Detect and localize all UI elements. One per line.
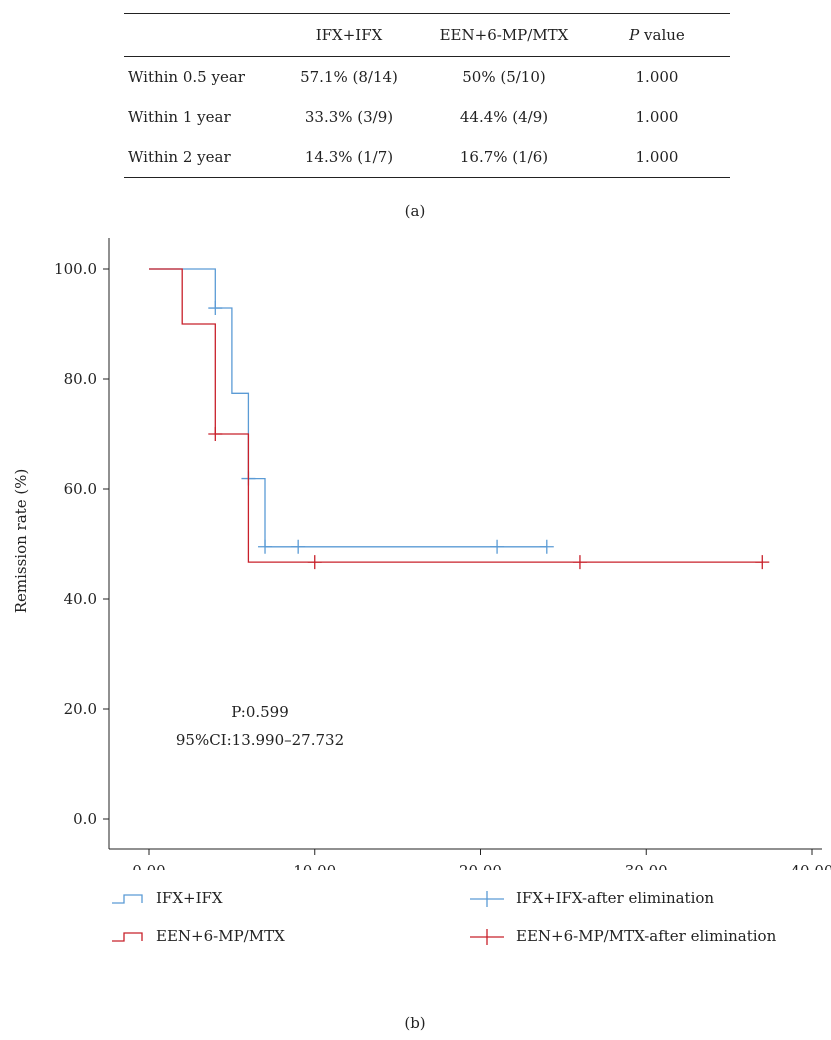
header-een: EEN+6-MP/MTX (439, 26, 569, 44)
censor-mark (539, 539, 554, 554)
caption-b: (b) (404, 1014, 426, 1032)
y-tick-label: 80.0 (64, 370, 97, 388)
censor-mark (258, 539, 273, 554)
cell-een: 44.4% (4/9) (459, 108, 549, 126)
header-blank (124, 14, 274, 57)
censor-mark (208, 427, 223, 441)
annotation-ci: 95%CI:13.990–27.732 (176, 731, 344, 749)
cell-ifx: 14.3% (1/7) (304, 148, 394, 166)
row-label: Within 1 year (128, 108, 231, 126)
cell-ifx: 57.1% (8/14) (300, 68, 398, 86)
y-tick-label: 20.0 (64, 700, 97, 718)
table-row: Within 0.5 year 57.1% (8/14) 50% (5/10) … (124, 57, 730, 98)
censor-mark (208, 301, 223, 316)
censor-mark (307, 555, 322, 570)
y-tick-label: 100.0 (54, 260, 97, 278)
header-p-value: P value (584, 14, 730, 57)
legend-label-een: EEN+6-MP/MTX (156, 927, 285, 945)
legend-censor-swatch-ifx (470, 891, 504, 907)
header-p-italic: P (629, 26, 640, 44)
censor-mark (490, 539, 505, 554)
y-tick-label: 0.0 (73, 810, 97, 828)
censor-mark (572, 555, 587, 570)
km-survival-chart: 0.0 20.0 40.0 60.0 80.0 100.0 0.00 10.00 20.00 30… (12, 238, 831, 870)
y-tick-label: 60.0 (64, 480, 97, 498)
y-axis-label: Remission rate (%) (12, 469, 30, 614)
series-line-een (149, 268, 763, 563)
comparison-table: IFX+IFX EEN+6-MP/MTX P value Within 0.5 … (124, 13, 730, 178)
caption-a: (a) (404, 202, 426, 220)
annotation-p-value: P:0.599 (231, 703, 289, 721)
legend-label-ifx-censored: IFX+IFX-after elimination (516, 889, 715, 907)
cell-p: 1.000 (635, 68, 679, 86)
row-label: Within 2 year (128, 148, 231, 166)
legend-swatch-ifx (112, 894, 143, 904)
legend-label-ifx: IFX+IFX (156, 889, 223, 907)
legend-label-een-censored: EEN+6-MP/MTX-after elimination (516, 927, 777, 945)
cell-p: 1.000 (635, 148, 679, 166)
cell-p: 1.000 (635, 108, 679, 126)
x-tick-label: 20.00 (459, 862, 502, 870)
x-tick-label: 10.00 (293, 862, 336, 870)
cell-ifx: 33.3% (3/9) (304, 108, 394, 126)
censor-mark (291, 539, 306, 554)
legend-censor-swatch-een (470, 929, 504, 945)
legend-swatch-een (112, 932, 143, 942)
table-header-row: IFX+IFX EEN+6-MP/MTX P value (124, 13, 730, 57)
x-tick-label: 40.00 (791, 862, 831, 870)
table-row: Within 2 year 14.3% (1/7) 16.7% (1/6) 1.… (124, 137, 730, 178)
y-tick-label: 40.0 (64, 590, 97, 608)
cell-een: 50% (5/10) (462, 68, 546, 86)
x-tick-label: 0.00 (132, 862, 165, 870)
series-line-ifx (149, 268, 547, 548)
header-p-word: value (644, 26, 685, 44)
table-row: Within 1 year 33.3% (3/9) 44.4% (4/9) 1.… (124, 97, 730, 137)
censor-mark (755, 555, 770, 570)
row-label: Within 0.5 year (128, 68, 245, 86)
x-tick-label: 30.00 (625, 862, 668, 870)
header-ifx: IFX+IFX (315, 26, 383, 44)
cell-een: 16.7% (1/6) (459, 148, 549, 166)
